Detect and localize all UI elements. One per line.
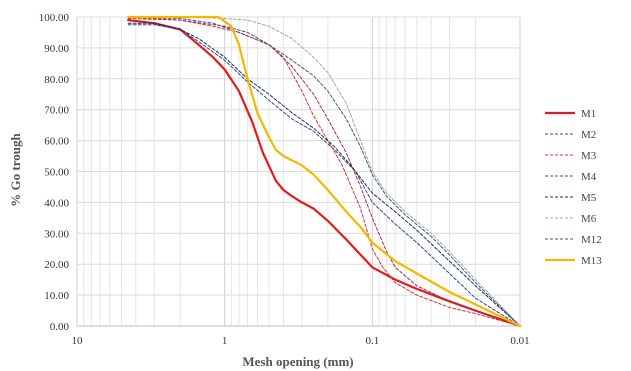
series-line-m6 [127, 16, 521, 327]
x-axis-label: Mesh opening (mm) [242, 354, 353, 369]
legend-label-m2: M2 [581, 129, 596, 141]
y-tick-label: 20.00 [44, 259, 69, 271]
x-tick-label: 0.01 [510, 335, 529, 347]
legend-label-m6: M6 [581, 213, 597, 225]
y-axis-label: % Go trough [8, 133, 23, 207]
legend-label-m13: M13 [581, 255, 602, 267]
legend-label-m12: M12 [581, 234, 602, 246]
series-line-m1 [127, 19, 522, 328]
x-tick-label: 10 [72, 335, 84, 347]
series-line-m4 [127, 18, 521, 327]
series-line-m5 [127, 22, 521, 327]
x-tick-label: 1 [222, 335, 228, 347]
series-line-m13 [127, 15, 522, 328]
x-tick-label: 0.1 [365, 335, 379, 347]
y-tick-label: 30.00 [44, 228, 69, 240]
series-line-m2 [127, 24, 521, 327]
legend-label-m4: M4 [581, 171, 597, 183]
legend-label-m3: M3 [581, 150, 597, 162]
legend: M1 M2 M3 M4 M5 M6 M12 M13 [545, 108, 602, 267]
tick-labels: 0.00 10.00 20.00 30.00 40.00 50.00 60.00 70.00 8… [39, 12, 530, 347]
y-tick-label: 90.00 [44, 43, 69, 55]
y-tick-label: 80.00 [44, 74, 69, 86]
grid [76, 16, 521, 327]
y-tick-label: 0.00 [50, 321, 70, 333]
y-tick-label: 50.00 [44, 167, 69, 179]
y-tick-label: 10.00 [44, 290, 69, 302]
legend-label-m1: M1 [581, 108, 596, 120]
legend-label-m5: M5 [581, 192, 597, 204]
y-tick-label: 40.00 [44, 197, 69, 209]
y-tick-label: 100.00 [39, 12, 70, 24]
y-tick-label: 60.00 [44, 136, 69, 148]
y-tick-label: 70.00 [44, 105, 69, 117]
series-lines [127, 15, 522, 328]
series-line-m12 [127, 16, 521, 327]
